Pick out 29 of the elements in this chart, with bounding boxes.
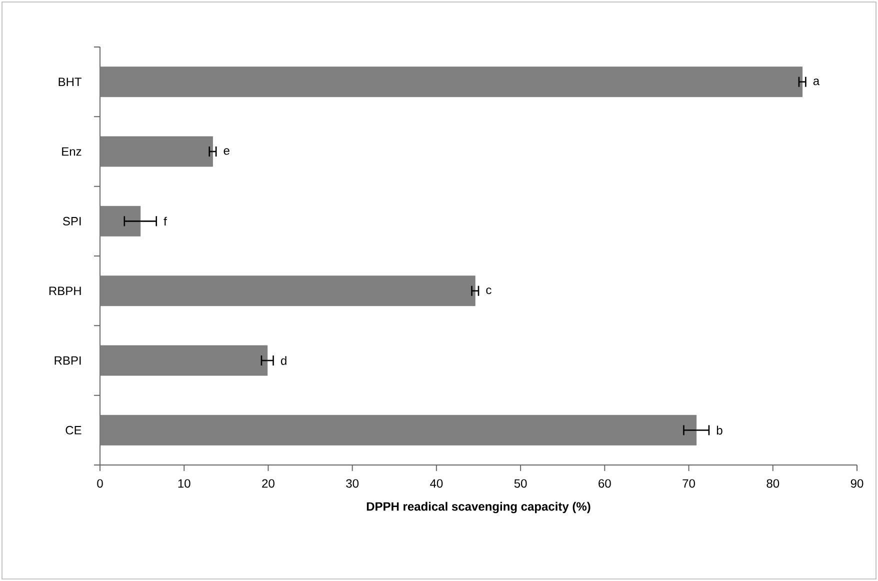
x-tick-label: 60 (598, 479, 611, 488)
annotation: f (164, 216, 167, 226)
x-tick-label: 10 (178, 479, 190, 488)
x-tick-label: 40 (430, 479, 443, 488)
bar (100, 276, 476, 306)
x-axis-title: DPPH readical scavenging capacity (%) (366, 502, 590, 514)
annotation: b (716, 426, 722, 435)
annotation: d (280, 356, 286, 365)
y-tick-label: BHT (58, 78, 82, 86)
bar (100, 136, 213, 167)
x-tick-label: 0 (97, 479, 103, 488)
annotation: c (486, 288, 492, 294)
y-tick-label: Enz (62, 147, 82, 156)
y-tick-label: RBPH (49, 286, 81, 295)
y-tick-label: CE (66, 426, 82, 434)
bar (100, 66, 803, 98)
x-tick-label: 80 (766, 479, 780, 488)
x-tick-label: 50 (514, 479, 527, 488)
y-tick-label: SPI (63, 216, 81, 226)
x-tick-label: 70 (682, 479, 695, 488)
x-tick-label: 20 (262, 479, 274, 488)
x-tick-label: 30 (346, 479, 359, 488)
bar (100, 345, 268, 376)
bar (100, 414, 697, 446)
annotation: e (224, 148, 230, 155)
annotation: a (813, 78, 820, 86)
x-tick-label: 90 (850, 479, 864, 488)
bar (100, 206, 141, 236)
y-tick-label: RBPI (54, 356, 81, 365)
